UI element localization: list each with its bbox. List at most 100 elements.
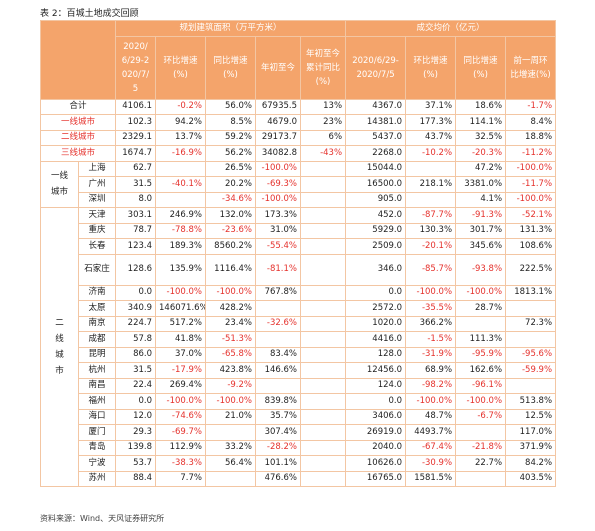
cell: 21.0%: [205, 408, 256, 425]
cell: 29.3: [115, 424, 156, 441]
cell: 303.1: [115, 207, 156, 224]
cell: 146071.6%: [155, 300, 206, 317]
cell: -87.7%: [405, 207, 457, 224]
cell: 423.8%: [205, 362, 256, 379]
cell: 12.0: [115, 408, 156, 425]
cell: 0.0: [115, 393, 156, 410]
column-header: 前一周环比增速(%): [505, 35, 557, 100]
city-row: 深圳 8.0 -34.6% -100.0% 905.0 4.1% -100.0%: [41, 191, 557, 208]
cell: 452.0: [345, 207, 407, 224]
cell: 905.0: [345, 191, 407, 208]
cell: -1.7%: [505, 98, 557, 115]
cell: [455, 315, 507, 332]
cell: 128.0: [345, 346, 407, 363]
cell: 34082.8: [255, 145, 301, 162]
cell: 2040.0: [345, 439, 407, 456]
city-row: 苏州 88.4 7.7% 476.6% 16765.0 1581.5% 403.5%: [41, 470, 557, 487]
cell: 3381.0%: [455, 176, 507, 193]
cell: 3406.0: [345, 408, 407, 425]
cell: 4.1%: [455, 191, 507, 208]
cell: [299, 222, 347, 239]
cell: [299, 331, 347, 348]
cell: 84.2%: [505, 455, 557, 472]
cell: 135.9%: [155, 253, 206, 286]
cell: 78.7: [115, 222, 156, 239]
cell: [299, 408, 347, 425]
city-label: 成都: [78, 331, 116, 348]
cell: 26919.0: [345, 424, 407, 441]
cell: -81.1%: [255, 253, 301, 286]
cell: 340.9: [115, 300, 156, 317]
cell: 13%: [299, 98, 347, 115]
city-row: 厦门 29.3 -69.7% 307.4% 26919.0 4493.7% 117.0%: [41, 424, 557, 441]
cell: 124.0: [345, 377, 407, 394]
cell: -100.0%: [455, 393, 507, 410]
cell: [505, 377, 557, 394]
cell: -100.0%: [455, 284, 507, 301]
cell: 59.2%: [205, 129, 256, 146]
cell: 371.9%: [505, 439, 557, 456]
cell: [299, 470, 347, 487]
city-row: 一线城市 上海 62.7 26.5% -100.0% 15044.0 47.2% -100.0…: [40, 160, 557, 208]
cell: 108.6%: [505, 238, 557, 255]
cell: 26.5%: [205, 160, 256, 177]
cell: 146.6%: [255, 362, 301, 379]
city-label: 上海: [78, 160, 116, 177]
cell: 112.9%: [155, 439, 206, 456]
cell: 2509.0: [345, 238, 407, 255]
cell: 114.1%: [455, 114, 507, 131]
cell: [505, 300, 557, 317]
cell: 1581.5%: [405, 470, 457, 487]
city-label: 石家庄: [78, 253, 116, 286]
cell: 8.5%: [205, 114, 256, 131]
city-row: 杭州 31.5 -17.9% 423.8% 146.6% 12456.0 68.9% 162.…: [41, 362, 557, 379]
city-label: 南京: [78, 315, 116, 332]
cell: 4679.0: [255, 114, 301, 131]
city-row: 广州 31.5 -40.1% 20.2% -69.3% 16500.0 218.1% 3381…: [41, 176, 557, 193]
cell: 37.1%: [405, 98, 457, 115]
cell: 131.3%: [505, 222, 557, 239]
cell: [155, 160, 206, 177]
cell: -95.9%: [455, 346, 507, 363]
cell: 0.0: [345, 284, 407, 301]
cell: 8.0: [115, 191, 156, 208]
city-label: 广州: [78, 176, 116, 193]
cell: [255, 331, 301, 348]
cell: -96.1%: [455, 377, 507, 394]
cell: 23.4%: [205, 315, 256, 332]
cell: -21.8%: [455, 439, 507, 456]
cell: 29173.7: [255, 129, 301, 146]
cell: [299, 253, 347, 286]
cell: 177.3%: [405, 114, 457, 131]
column-header: 环比增速(%): [405, 35, 457, 100]
cell: -85.7%: [405, 253, 457, 286]
cell: 189.3%: [155, 238, 206, 255]
cell: -17.9%: [155, 362, 206, 379]
summary-row: 一线城市 102.3 94.2% 8.5% 4679.0 23% 14381.0 177.3%…: [40, 114, 557, 131]
cell: [299, 176, 347, 193]
cell: -40.1%: [155, 176, 206, 193]
city-row: 长春 123.4 189.3% 8560.2% -55.4% 2509.0 -20.1% 34…: [41, 238, 557, 255]
cell: 345.6%: [455, 238, 507, 255]
cell: 0.0: [115, 284, 156, 301]
cell: 53.7: [115, 455, 156, 472]
city-row: 宁波 53.7 -38.3% 56.4% 101.1% 10626.0 -30.9% 22.7…: [41, 455, 557, 472]
cell: 346.0: [345, 253, 407, 286]
cell: [299, 362, 347, 379]
cell: -9.2%: [205, 377, 256, 394]
cell: -100.0%: [255, 191, 301, 208]
cell: 57.8: [115, 331, 156, 348]
cell: [155, 191, 206, 208]
cell: [405, 191, 457, 208]
city-label: 福州: [78, 393, 116, 410]
cell: [299, 207, 347, 224]
column-header: 同比增速(%): [455, 35, 507, 100]
cell: 139.8: [115, 439, 156, 456]
cell: -20.3%: [455, 145, 507, 162]
cell: -43%: [299, 145, 347, 162]
cell: 111.3%: [455, 331, 507, 348]
cell: -28.2%: [255, 439, 301, 456]
cell: 4493.7%: [405, 424, 457, 441]
source-note: 资料来源：Wind、天风证券研究所: [40, 514, 165, 523]
row-label: 三线城市: [40, 145, 116, 162]
